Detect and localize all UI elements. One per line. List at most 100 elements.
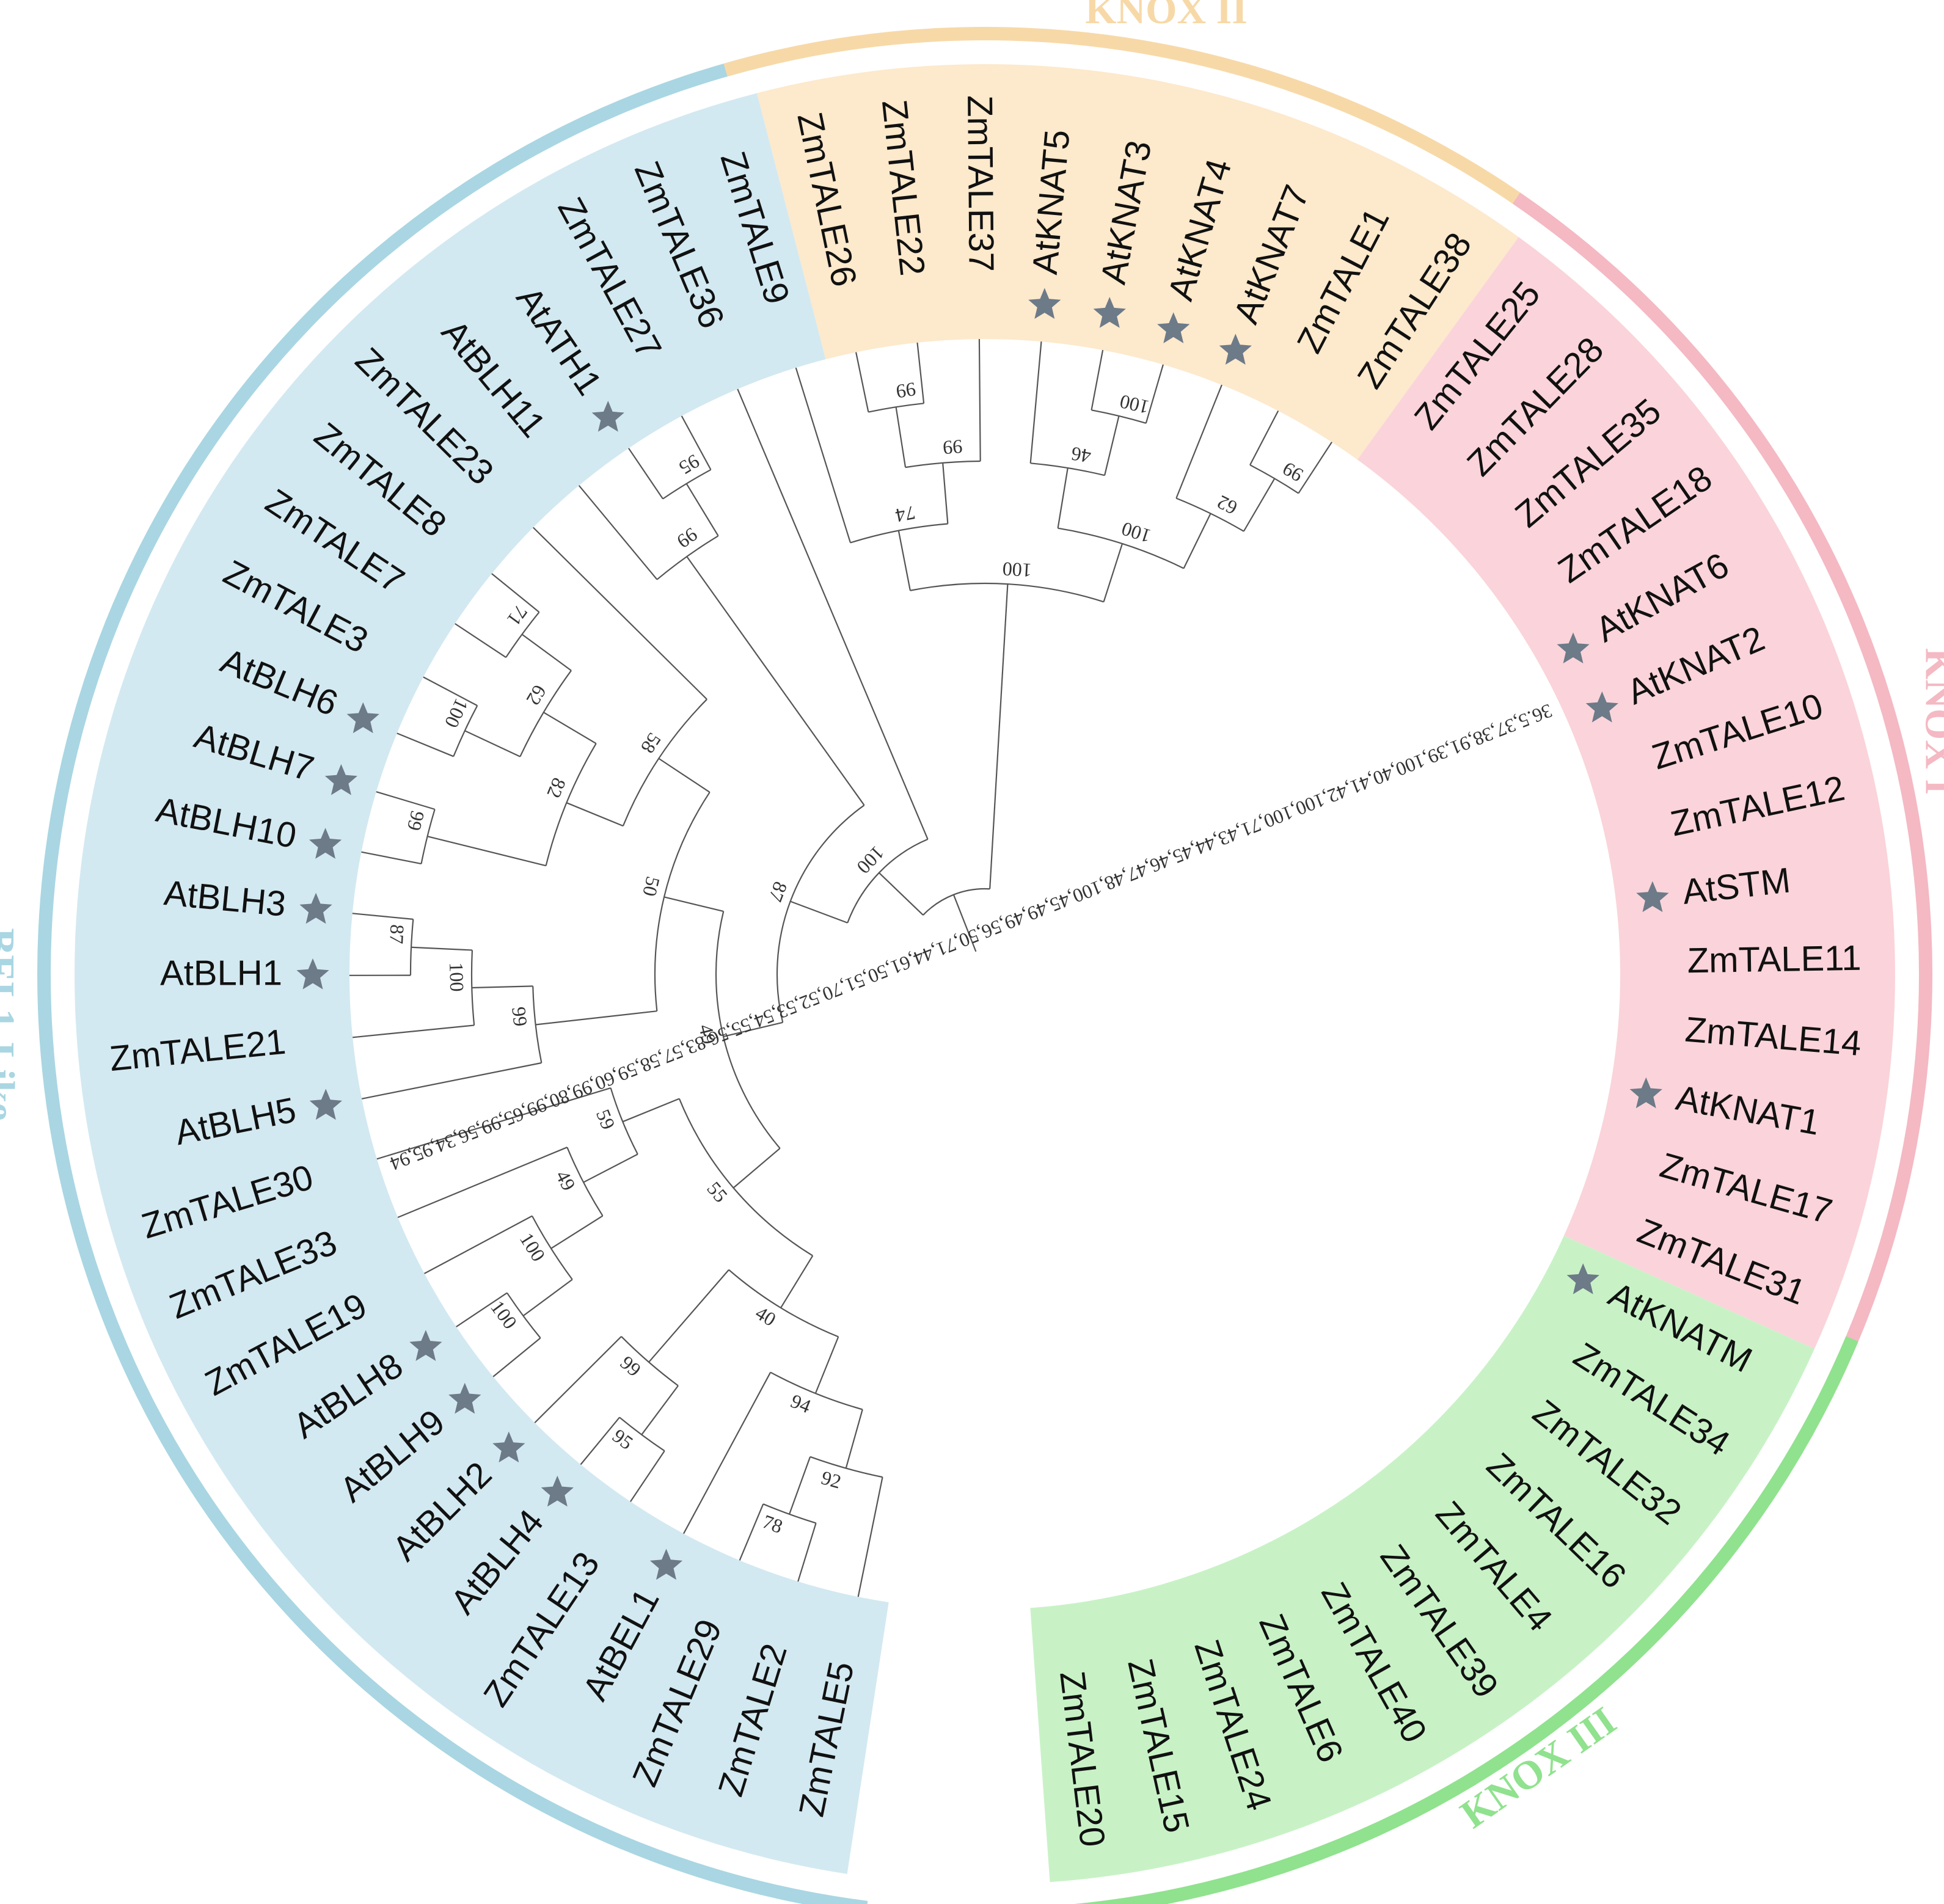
star-icon <box>299 892 332 924</box>
group-title-knox2: KNOX II <box>1085 0 1248 32</box>
star-icon <box>591 401 624 432</box>
bootstrap-value: 36.5,37,38,91,39,100,40,41,42,100,100,71… <box>387 699 1555 1175</box>
star-icon <box>1585 691 1618 723</box>
star-icon <box>309 828 342 859</box>
branch-radial <box>411 946 472 951</box>
branch-radial <box>733 1148 781 1189</box>
star-icon <box>1219 334 1252 365</box>
branch-radial <box>566 802 624 827</box>
bootstrap-value: 100 <box>853 842 889 878</box>
branch-radial <box>376 791 435 810</box>
branch-radial <box>622 1098 680 1123</box>
star-icon <box>448 1382 481 1414</box>
branch-radial <box>855 352 869 412</box>
branch-radial <box>681 415 712 470</box>
branch-radial <box>1103 543 1124 602</box>
star-icon <box>1028 288 1061 319</box>
branch-radial <box>1104 415 1120 476</box>
branch-arc <box>762 1503 816 1524</box>
branch-radial <box>472 985 533 989</box>
branch-arc <box>621 1336 679 1387</box>
bootstrap-value: 100 <box>445 962 468 992</box>
bootstrap-value: 50 <box>638 874 664 899</box>
branch-radial <box>491 573 540 613</box>
branch-radial <box>895 407 907 468</box>
branch-radial <box>543 712 597 745</box>
star-icon <box>1566 1263 1599 1294</box>
branch-radial <box>663 896 724 912</box>
star-icon <box>346 702 379 734</box>
branch-radial <box>1175 384 1222 499</box>
branch-radial <box>790 900 848 924</box>
star-icon <box>324 764 357 795</box>
branch-radial <box>989 584 1009 889</box>
branch-radial <box>628 448 663 500</box>
bootstrap-value: 87 <box>386 924 408 945</box>
bootstrap-value: 99 <box>894 378 917 403</box>
bootstrap-value: 87 <box>764 879 792 905</box>
branch-radial <box>641 1385 679 1435</box>
bootstrap-value: 46 <box>1070 443 1092 468</box>
branch-radial <box>1249 410 1279 465</box>
branch-radial <box>795 367 851 543</box>
bootstrap-value: 92 <box>819 1466 844 1492</box>
bootstrap-value: 99 <box>673 523 702 553</box>
star-icon <box>1157 312 1190 343</box>
branch-radial <box>682 1372 772 1534</box>
branch-radial <box>583 1153 638 1183</box>
bootstrap-value: 99 <box>508 1005 532 1027</box>
bootstrap-value: 95 <box>675 450 703 479</box>
group-arcs <box>37 27 1932 1904</box>
group-title-knox1: KNOX I <box>1917 648 1944 795</box>
bootstrap-value: 82 <box>543 775 570 801</box>
branch-radial <box>789 1456 811 1515</box>
branch-arc <box>1091 409 1147 424</box>
bootstrap-value: 99 <box>942 436 963 459</box>
branch-radial <box>550 1215 604 1249</box>
branch-arc <box>868 403 924 413</box>
branch-radial <box>522 1278 573 1317</box>
branch-arc <box>678 1098 813 1257</box>
branch-radial <box>423 676 478 707</box>
branch-radial <box>780 1255 814 1308</box>
bootstrap-values: 7892949599401001004959558710099991007162… <box>386 378 1555 1537</box>
bootstrap-value: 62 <box>522 681 551 709</box>
branch-radial <box>456 1292 508 1327</box>
group-title-bel1: BEL1-Like <box>0 928 23 1120</box>
branch-radial <box>580 1417 620 1465</box>
branch-arc <box>566 1147 604 1217</box>
branch-radial <box>376 1087 611 1160</box>
band-knox3 <box>1030 1235 1814 1883</box>
branch-radial <box>723 1021 783 1038</box>
branch-radial <box>1057 467 1069 528</box>
branch-radial <box>578 485 658 580</box>
arc-knox2 <box>723 27 1561 233</box>
tree-branches <box>349 339 1332 1597</box>
band-knox2 <box>756 64 1519 460</box>
branch-radial <box>492 1337 541 1377</box>
star-icon <box>541 1475 574 1507</box>
branch-radial <box>424 1215 533 1274</box>
branch-radial <box>521 633 572 671</box>
branch-radial <box>1091 349 1104 410</box>
star-icon <box>649 1548 683 1580</box>
branch-radial <box>952 894 977 952</box>
branch-arc <box>470 950 475 1026</box>
branch-arc <box>1249 464 1299 494</box>
star-icon <box>309 1089 342 1120</box>
star-icon <box>1557 632 1590 663</box>
bootstrap-value: 99 <box>403 809 429 833</box>
bootstrap-value: 40 <box>751 1302 780 1330</box>
branch-arc <box>850 523 948 544</box>
bootstrap-value: 74 <box>894 502 917 527</box>
branch-radial <box>535 1010 657 1026</box>
bootstrap-value: 100 <box>486 1296 521 1333</box>
bootstrap-value: 100 <box>1117 390 1151 418</box>
branch-arc <box>662 469 711 500</box>
branch-arc <box>809 1456 883 1478</box>
branch-arc <box>505 611 540 658</box>
leaf-label: ZmTALE11 <box>1687 938 1862 980</box>
branch-radial <box>978 339 981 462</box>
branch-radial <box>1183 513 1211 569</box>
